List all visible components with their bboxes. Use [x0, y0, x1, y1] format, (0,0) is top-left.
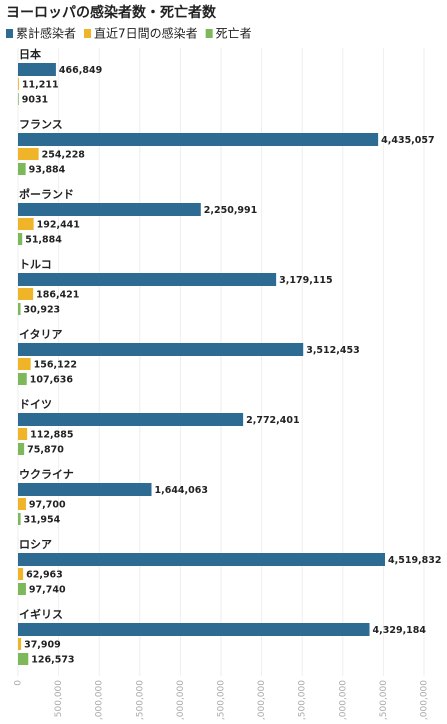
bar — [18, 483, 152, 496]
bar — [18, 623, 370, 636]
value-label: 93,884 — [29, 165, 66, 176]
category-label: フランス — [19, 118, 63, 131]
x-tick-label: 3,000,000 — [257, 680, 267, 720]
category-label: 日本 — [19, 47, 41, 61]
value-label: 37,909 — [24, 640, 61, 651]
value-label: 1,644,063 — [154, 485, 208, 496]
bar — [18, 568, 24, 580]
value-label: 466,849 — [59, 65, 102, 76]
category-label: イギリス — [19, 607, 63, 621]
bar — [18, 443, 25, 455]
category-label: ドイツ — [19, 398, 52, 411]
value-label: 126,573 — [31, 655, 74, 666]
x-tick-label: 4,000,000 — [338, 680, 348, 720]
bar — [18, 233, 23, 245]
value-label: 107,636 — [30, 375, 74, 386]
value-label: 51,884 — [25, 235, 62, 246]
value-label: 3,179,115 — [279, 275, 333, 286]
bar — [18, 303, 21, 315]
value-label: 4,519,832 — [388, 555, 442, 566]
value-label: 112,885 — [30, 430, 73, 441]
x-tick-label: 2,500,000 — [217, 680, 227, 720]
legend-swatch — [84, 29, 92, 38]
legend-label: 直近7日間の感染者 — [94, 26, 198, 41]
bar — [18, 203, 201, 216]
bar — [18, 148, 39, 160]
value-label: 3,512,453 — [306, 345, 360, 356]
bar — [18, 78, 19, 90]
legend-swatch — [6, 29, 13, 38]
bar — [18, 133, 379, 146]
legend-label: 累計感染者 — [16, 26, 76, 41]
bar — [18, 163, 26, 175]
value-label: 62,963 — [26, 570, 63, 581]
category-label: トルコ — [19, 258, 52, 271]
value-label: 156,122 — [34, 360, 77, 371]
bar — [18, 288, 34, 300]
bar — [18, 638, 22, 650]
bar — [18, 373, 27, 385]
value-label: 4,435,057 — [381, 135, 435, 146]
category-label: ロシア — [19, 538, 52, 551]
bar — [18, 413, 244, 426]
category-label: イタリア — [19, 328, 63, 341]
legend-label: 死亡者 — [216, 27, 252, 41]
value-label: 30,923 — [24, 305, 61, 316]
bar — [18, 273, 277, 286]
x-tick-label: 2,000,000 — [176, 680, 186, 720]
x-tick-label: 1,000,000 — [95, 680, 105, 720]
value-label: 2,250,991 — [204, 205, 257, 216]
bar — [18, 343, 304, 356]
x-tick-label: 5,000,000 — [420, 680, 430, 720]
bar — [18, 513, 21, 525]
value-label: 97,700 — [29, 500, 66, 511]
value-label: 31,954 — [24, 515, 61, 526]
value-label: 9031 — [22, 95, 48, 106]
bar — [18, 583, 26, 595]
value-label: 186,421 — [36, 290, 79, 301]
bar — [18, 498, 26, 510]
value-label: 75,870 — [27, 445, 64, 456]
x-tick-label: 3,500,000 — [298, 680, 308, 720]
bar — [18, 653, 29, 665]
value-label: 2,772,401 — [246, 415, 300, 426]
legend-swatch — [205, 29, 213, 38]
chart-title: ヨーロッパの感染者数・死亡者数 — [6, 4, 217, 21]
value-label: 11,211 — [22, 80, 59, 91]
bar — [18, 218, 34, 230]
bar — [18, 358, 31, 370]
category-label: ウクライナ — [19, 468, 74, 481]
category-label: ポーランド — [19, 187, 74, 201]
value-label: 254,228 — [42, 150, 86, 161]
bar — [18, 428, 28, 440]
x-tick-label: 4,500,000 — [379, 680, 389, 720]
bar — [18, 63, 56, 76]
value-label: 192,441 — [37, 220, 80, 231]
value-label: 97,740 — [29, 585, 66, 596]
x-tick-label: 500,000 — [54, 680, 64, 717]
bar — [18, 553, 386, 566]
value-label: 4,329,184 — [373, 625, 427, 636]
bar — [18, 93, 19, 105]
x-tick-label: 0 — [14, 680, 24, 686]
x-tick-label: 1,500,000 — [135, 680, 145, 720]
